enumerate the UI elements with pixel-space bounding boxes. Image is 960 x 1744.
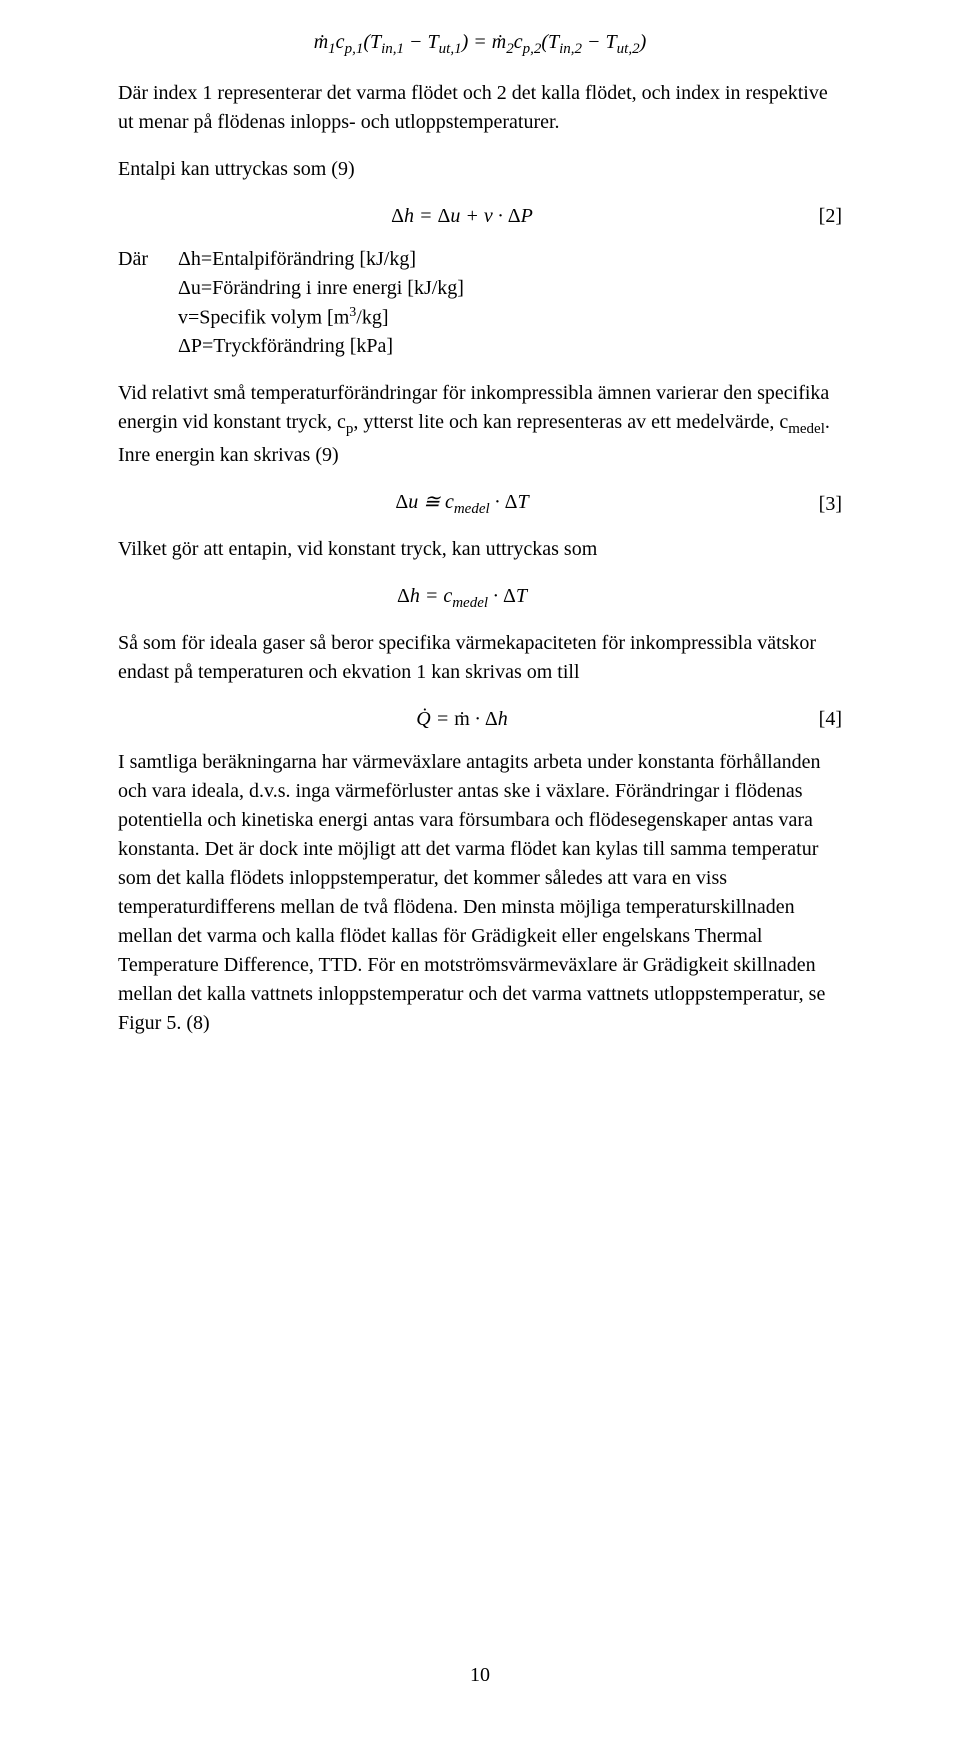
equation-energy-balance: ṁ1cp,1(Tin,1 − Tut,1) = ṁ2cp,2(Tin,2 − T… (118, 28, 842, 61)
equation-2-row: Δh = Δu + v · ΔP [2] (118, 202, 842, 231)
paragraph-index-explanation: Där index 1 representerar det varma flöd… (118, 79, 842, 137)
where-list: Där Δh=Entalpiförändring [kJ/kg] Δu=Förä… (118, 245, 842, 362)
equation-4-number: [4] (806, 705, 842, 734)
paragraph-assumptions: I samtliga beräkningarna har värmeväxlar… (118, 748, 842, 1038)
page-number: 10 (0, 1661, 960, 1690)
where-label: Där (118, 245, 178, 274)
paragraph-ideal-gases: Så som för ideala gaser så beror specifi… (118, 629, 842, 687)
def-dp: ΔP=Tryckförändring [kPa] (178, 332, 842, 361)
equation-dh-row: Δh = cmedel · ΔT (118, 582, 842, 615)
equation-3-row: Δu ≅ cmedel · ΔT [3] (118, 488, 842, 521)
equation-2-number: [2] (806, 202, 842, 231)
def-v: v=Specifik volym [m3/kg] (178, 303, 842, 333)
def-dh: Δh=Entalpiförändring [kJ/kg] (178, 245, 842, 274)
paragraph-enthalpy-expr: Vilket gör att entapin, vid konstant try… (118, 535, 842, 564)
equation-dh: Δh = cmedel · ΔT (118, 582, 806, 615)
paragraph-enthalpy-intro: Entalpi kan uttryckas som (9) (118, 155, 842, 184)
equation-2: Δh = Δu + v · ΔP (118, 202, 806, 231)
equation-3: Δu ≅ cmedel · ΔT (118, 488, 806, 521)
page-content: ṁ1cp,1(Tin,1 − Tut,1) = ṁ2cp,2(Tin,2 − T… (0, 0, 960, 1038)
equation-4-row: Q̇ = ṁ · Δh [4] (118, 705, 842, 734)
paragraph-incompressible: Vid relativt små temperaturförändringar … (118, 379, 842, 470)
equation-3-number: [3] (806, 490, 842, 519)
equation-4: Q̇ = ṁ · Δh (118, 705, 806, 734)
def-du: Δu=Förändring i inre energi [kJ/kg] (178, 274, 842, 303)
